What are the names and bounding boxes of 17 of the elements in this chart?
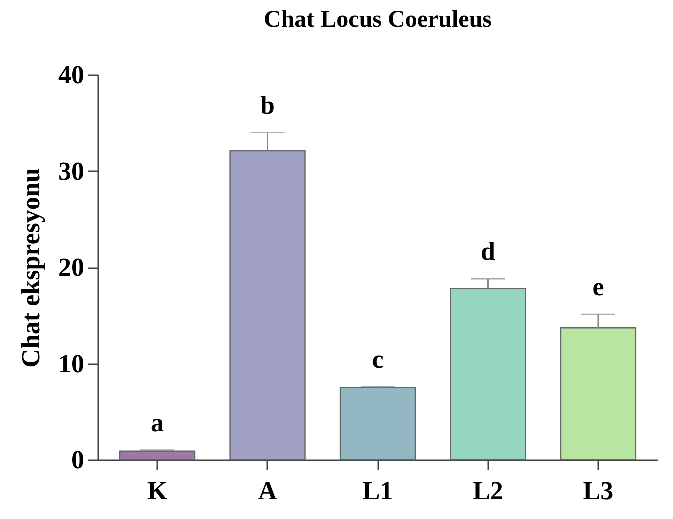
y-tick-label: 30 bbox=[58, 156, 84, 186]
chart-title: Chat Locus Coeruleus bbox=[264, 7, 492, 33]
x-tick-label: L3 bbox=[583, 476, 614, 506]
x-tick-label: L1 bbox=[362, 476, 394, 506]
y-axis-title: Chat ekspresyonu bbox=[16, 168, 46, 368]
annotation: c bbox=[372, 344, 384, 374]
annotation: e bbox=[592, 272, 604, 302]
x-tick-label: L2 bbox=[473, 476, 504, 506]
annotation: b bbox=[260, 90, 275, 120]
annotation: a bbox=[151, 408, 164, 438]
y-tick-label: 10 bbox=[58, 349, 84, 378]
y-tick-label: 0 bbox=[72, 446, 84, 474]
x-tick-label: K bbox=[147, 476, 168, 506]
y-tick-label: 20 bbox=[58, 253, 84, 282]
y-tick-label: 40 bbox=[58, 60, 84, 90]
x-tick-label: A bbox=[258, 476, 278, 506]
annotation: d bbox=[481, 237, 496, 266]
